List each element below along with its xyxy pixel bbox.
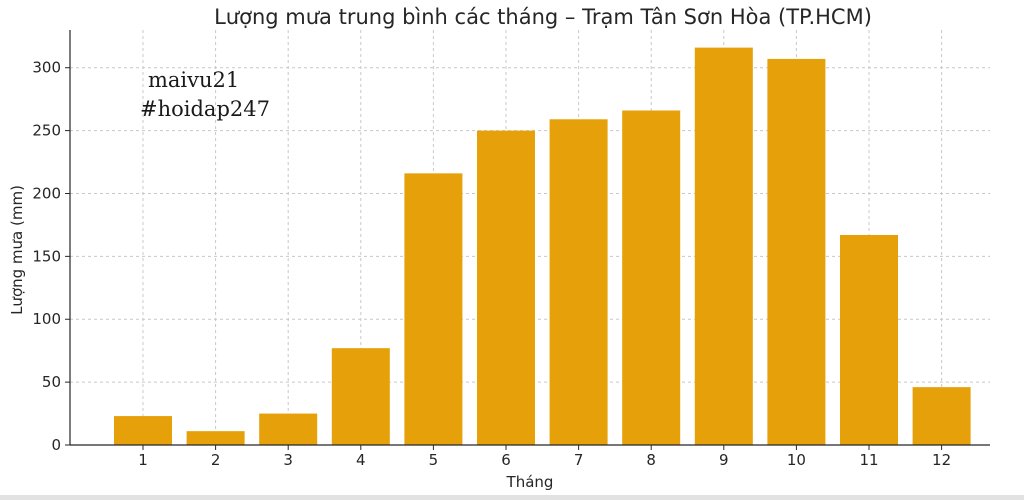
watermark-username: maivu21 (148, 68, 239, 92)
x-tick-label: 2 (211, 451, 221, 469)
bar-month-10 (767, 58, 826, 445)
x-tick-label: 5 (429, 451, 439, 469)
y-axis-label: Lượng mưa (mm) (8, 185, 26, 315)
x-tick-label: 8 (646, 451, 656, 469)
x-ticks: 1 2 3 4 5 6 7 8 9 10 11 12 (138, 445, 951, 469)
y-tick-label: 0 (51, 436, 61, 454)
y-tick-label: 150 (32, 247, 61, 265)
bars (114, 47, 971, 446)
y-tick-label: 250 (32, 122, 61, 140)
y-tick-label: 300 (32, 59, 61, 77)
x-tick-label: 7 (574, 451, 584, 469)
x-tick-label: 6 (501, 451, 511, 469)
watermark-hashtag: #hoidap247 (140, 97, 270, 121)
x-tick-label: 12 (932, 451, 951, 469)
bar-month-11 (840, 234, 898, 445)
y-tick-label: 100 (32, 310, 61, 328)
axes (69, 30, 990, 446)
x-tick-label: 11 (859, 451, 878, 469)
x-tick-label: 3 (283, 451, 293, 469)
bar-month-4 (331, 348, 390, 445)
bar-month-1 (114, 416, 172, 445)
y-tick-label: 200 (32, 184, 61, 202)
x-tick-label: 9 (719, 451, 729, 469)
bar-month-12 (912, 387, 971, 445)
bar-month-9 (694, 47, 753, 446)
bar-month-8 (622, 110, 681, 445)
bar-month-5 (404, 173, 463, 445)
bar-month-2 (186, 431, 245, 445)
y-tick-label: 50 (42, 373, 61, 391)
bar-month-7 (549, 119, 608, 446)
bottom-border-strip (0, 495, 1024, 500)
x-tick-label: 1 (138, 451, 148, 469)
x-tick-label: 4 (356, 451, 366, 469)
x-axis-label: Tháng (506, 473, 554, 491)
chart-title: Lượng mưa trung bình các tháng – Trạm Tâ… (214, 5, 872, 29)
y-ticks: 0 50 100 150 200 250 300 (32, 59, 70, 454)
bar-month-3 (259, 413, 318, 445)
x-tick-label: 10 (787, 451, 806, 469)
bar-month-6 (477, 130, 535, 445)
